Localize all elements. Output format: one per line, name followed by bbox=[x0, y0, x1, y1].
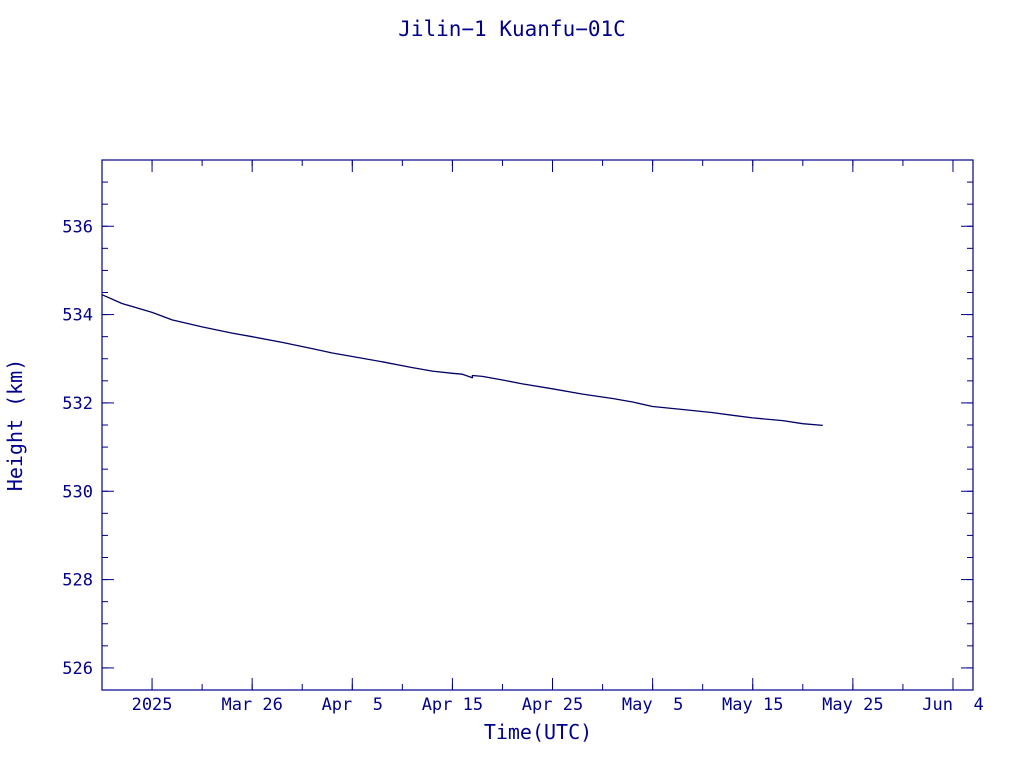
y-tick-label: 528 bbox=[62, 571, 93, 591]
series-layer bbox=[101, 294, 823, 427]
y-tick-label: 526 bbox=[62, 659, 93, 679]
x-tick-label: Jun 4 bbox=[922, 695, 983, 715]
x-tick-label: Mar 26 bbox=[221, 695, 282, 715]
x-tick-label: May 5 bbox=[622, 695, 683, 715]
y-tick-label: 536 bbox=[62, 217, 93, 237]
y-tick-label: 530 bbox=[62, 482, 93, 502]
y-tick-label: 534 bbox=[62, 306, 93, 326]
x-tick-label: Apr 25 bbox=[522, 695, 583, 715]
chart-title: Jilin−1 Kuanfu−01C bbox=[398, 17, 626, 41]
axis-ticks bbox=[101, 159, 973, 691]
height-series-line bbox=[101, 294, 823, 427]
x-tick-label: May 25 bbox=[822, 695, 883, 715]
x-tick-label: May 15 bbox=[722, 695, 783, 715]
x-axis-label: Time(UTC) bbox=[484, 720, 592, 744]
tick-labels: 2025 Mar 26 Apr 5 Apr 15 Apr 25 May 5 May 15 Ma… bbox=[62, 217, 983, 715]
x-tick-label: Apr 15 bbox=[422, 695, 483, 715]
x-tick-label: Apr 5 bbox=[322, 695, 383, 715]
x-tick-label: 2025 bbox=[132, 695, 173, 715]
y-axis-label: Height (km) bbox=[3, 359, 27, 491]
y-tick-label: 532 bbox=[62, 394, 93, 414]
plot-frame bbox=[101, 159, 974, 691]
